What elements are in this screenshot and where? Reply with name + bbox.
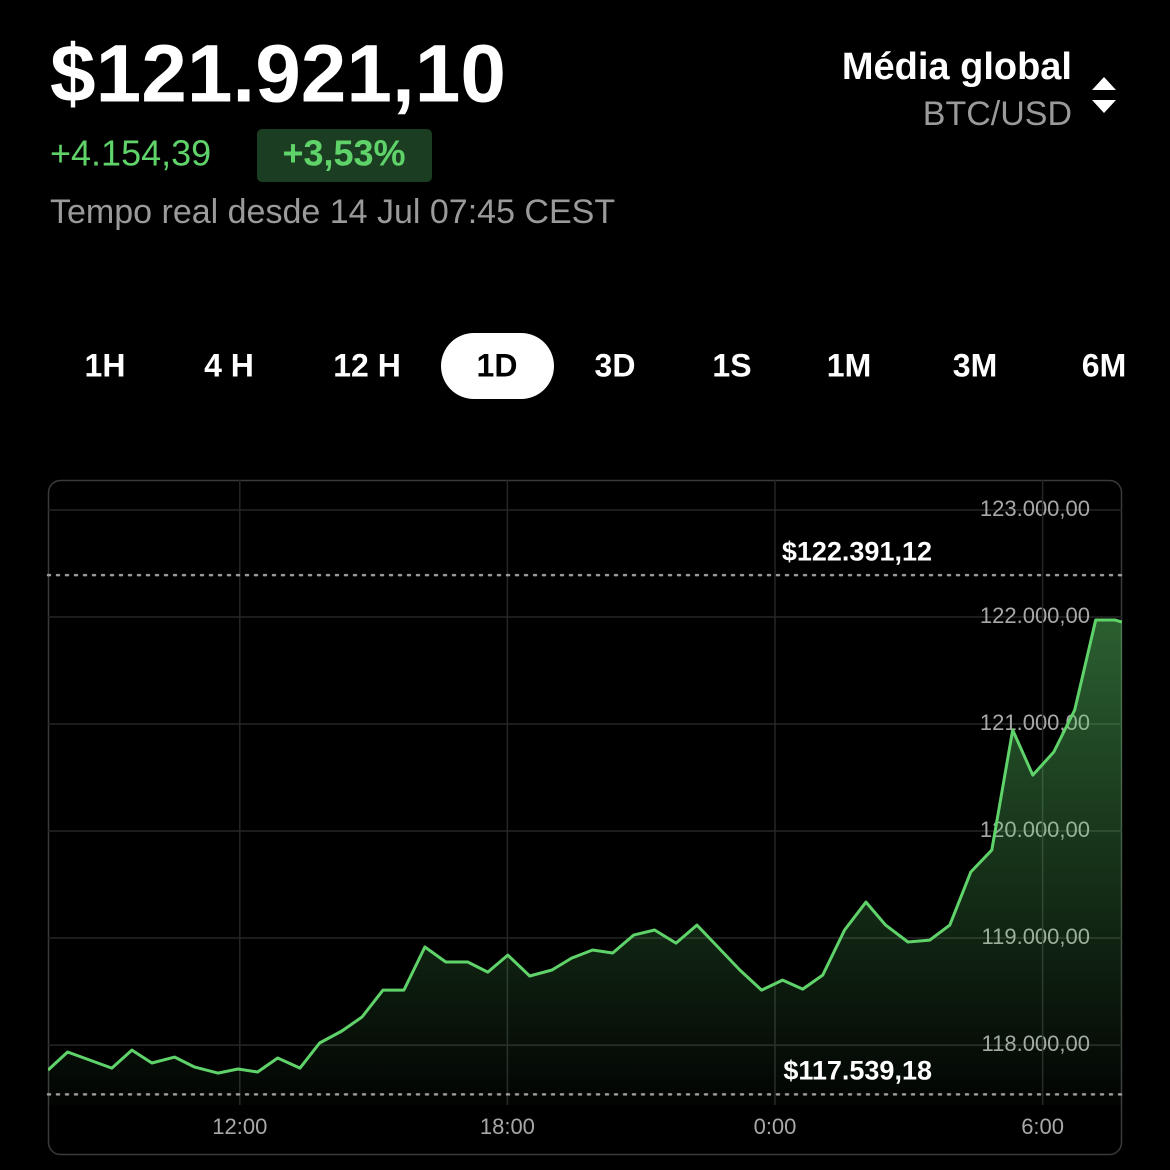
tab[interactable]: 1M	[827, 347, 871, 383]
tab[interactable]: 4 H	[204, 347, 254, 383]
extreme-label: $122.391,12	[782, 536, 932, 566]
change-pct: +3,53%	[282, 133, 405, 174]
tab-label[interactable]: 4 H	[204, 347, 254, 383]
pct-badge	[257, 129, 432, 182]
sort-up[interactable]	[1092, 77, 1116, 90]
tab-highlight	[441, 333, 554, 399]
tab-label[interactable]: 12 H	[333, 347, 401, 383]
extreme-label: $117.539,18	[783, 1056, 932, 1086]
tab-label[interactable]: 3M	[953, 347, 997, 383]
tab[interactable]: 1H	[85, 347, 126, 383]
tab-label[interactable]: 6M	[1082, 347, 1126, 383]
price: $121.921,10	[50, 29, 506, 120]
tab[interactable]: 3D	[595, 347, 636, 383]
tab-label[interactable]: 3D	[595, 347, 636, 383]
tab-label[interactable]: 1D	[477, 347, 518, 383]
source[interactable]: Média global	[842, 46, 1072, 88]
tabs: 1H 4 H 12 H 1D 3D 1S 1M 3M 6M	[85, 333, 1126, 399]
change: +4.154,39	[50, 133, 211, 174]
x-tick-label: 12:00	[212, 1114, 267, 1139]
x-tick-label: 6:00	[1021, 1114, 1064, 1139]
x-tick-label: 0:00	[754, 1114, 797, 1139]
tab[interactable]: 3M	[953, 347, 997, 383]
price-area	[48, 620, 1122, 1105]
plot: 118.000,00119.000,00120.000,00121.000,00…	[46, 480, 1124, 1139]
tab-label[interactable]: 1H	[85, 347, 126, 383]
sort-down[interactable]	[1092, 100, 1116, 113]
tab[interactable]: 6M	[1082, 347, 1126, 383]
y-tick-label: 123.000,00	[980, 496, 1090, 521]
y-tick-label: 122.000,00	[980, 603, 1090, 628]
price-line	[48, 618, 1122, 1075]
tab-label[interactable]: 1S	[712, 347, 751, 383]
tab-label[interactable]: 1M	[827, 347, 871, 383]
subtitle: Tempo real desde 14 Jul 07:45 CEST	[50, 193, 615, 231]
pair: BTC/USD	[923, 95, 1072, 133]
x-tick-label: 18:00	[480, 1114, 535, 1139]
tab[interactable]: 12 H	[333, 347, 401, 383]
tab[interactable]: 1S	[712, 347, 751, 383]
tab[interactable]: 1D	[441, 333, 554, 399]
